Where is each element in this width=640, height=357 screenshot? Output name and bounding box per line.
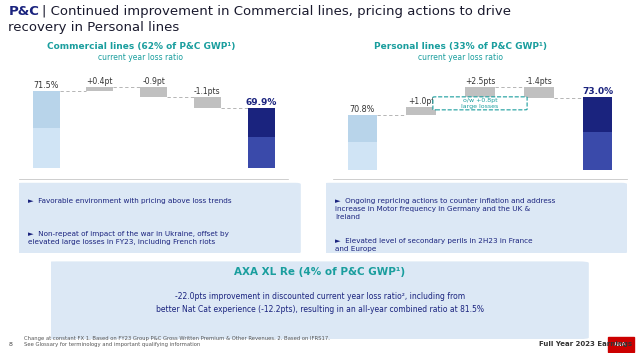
Text: current year loss ratio: current year loss ratio: [419, 53, 503, 62]
Text: -22.0pts improvement in discounted current year loss ratio², including from
bett: -22.0pts improvement in discounted curre…: [156, 292, 484, 314]
Text: ►  Favorable environment with pricing above loss trends: ► Favorable environment with pricing abo…: [28, 198, 231, 204]
Text: Change at constant FX 1. Based on FY23 Group P&C Gross Written Premium & Other R: Change at constant FX 1. Based on FY23 G…: [24, 336, 330, 347]
Text: 8: 8: [8, 342, 12, 347]
Text: ►  Elevated level of secondary perils in 2H23 in France
and Europe: ► Elevated level of secondary perils in …: [335, 238, 533, 252]
Text: 71.5%: 71.5%: [33, 81, 59, 90]
Text: -0.9pt: -0.9pt: [142, 77, 165, 86]
Bar: [406, 107, 436, 115]
Bar: [33, 91, 60, 128]
Text: P&C: P&C: [8, 5, 39, 18]
Bar: [140, 87, 167, 96]
Text: current year loss ratio: current year loss ratio: [99, 53, 183, 62]
Text: ►  Non-repeat of impact of the war in Ukraine, offset by
elevated large losses i: ► Non-repeat of impact of the war in Ukr…: [28, 231, 228, 245]
Bar: [348, 142, 377, 170]
Bar: [86, 87, 113, 91]
Text: 70.8%: 70.8%: [349, 105, 375, 114]
Text: Personal lines (33% of P&C GWP¹): Personal lines (33% of P&C GWP¹): [374, 42, 547, 51]
Bar: [248, 137, 275, 168]
FancyBboxPatch shape: [433, 97, 527, 110]
Text: +0.4pt: +0.4pt: [86, 77, 113, 86]
Text: AXA XL Re (4% of P&C GWP¹): AXA XL Re (4% of P&C GWP¹): [234, 267, 406, 277]
FancyBboxPatch shape: [323, 183, 627, 253]
Text: Full Year 2023 Earnings: Full Year 2023 Earnings: [538, 341, 632, 347]
Bar: [524, 87, 554, 98]
Text: AXA: AXA: [614, 342, 627, 347]
Bar: [348, 115, 377, 142]
Text: 73.0%: 73.0%: [582, 87, 613, 96]
Text: o/w +0.8pt
large losses: o/w +0.8pt large losses: [461, 97, 499, 109]
Bar: [33, 128, 60, 168]
Bar: [194, 96, 221, 108]
Bar: [608, 337, 634, 352]
Text: -1.4pts: -1.4pts: [525, 77, 552, 86]
Text: Commercial lines (62% of P&C GWP¹): Commercial lines (62% of P&C GWP¹): [47, 42, 235, 51]
Text: | Continued improvement in Commercial lines, pricing actions to drive: | Continued improvement in Commercial li…: [42, 5, 511, 18]
Text: +2.5pts: +2.5pts: [465, 77, 495, 86]
Bar: [583, 97, 612, 132]
Text: 69.9%: 69.9%: [245, 98, 277, 107]
Bar: [465, 87, 495, 107]
Text: -1.1pts: -1.1pts: [194, 86, 221, 96]
FancyBboxPatch shape: [46, 261, 589, 339]
Text: recovery in Personal lines: recovery in Personal lines: [8, 21, 180, 34]
Text: +1.0pt: +1.0pt: [408, 97, 435, 106]
Bar: [583, 132, 612, 170]
FancyBboxPatch shape: [17, 183, 301, 253]
Bar: [248, 108, 275, 137]
Text: ►  Ongoing repricing actions to counter inflation and address
increase in Motor : ► Ongoing repricing actions to counter i…: [335, 198, 556, 220]
